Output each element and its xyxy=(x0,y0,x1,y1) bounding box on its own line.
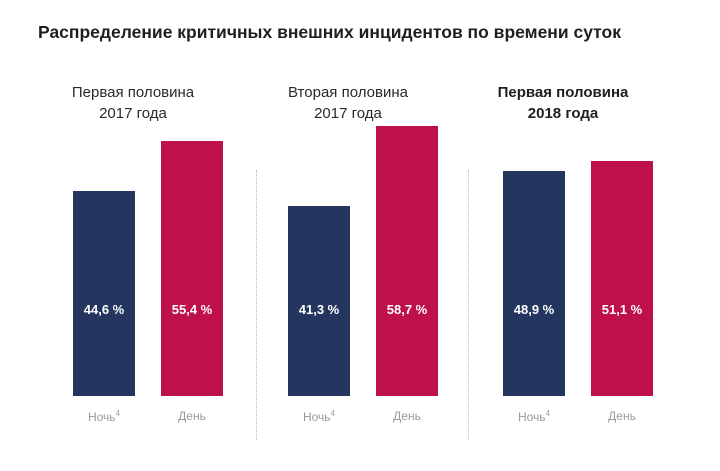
bar-value-label: 55,4 % xyxy=(171,302,213,317)
bar-night-group-2: 41,3 % xyxy=(288,206,350,396)
category-label: День xyxy=(393,409,421,423)
group-title-line: Первая половина xyxy=(71,84,195,101)
group-title-line: 2017 года xyxy=(99,105,167,122)
bar-value-label: 44,6 % xyxy=(83,302,125,317)
chart-title: Распределение критичных внешних инцидент… xyxy=(38,22,621,42)
bar-value-label: 48,9 % xyxy=(513,302,555,317)
category-label: Ночь4 xyxy=(87,409,121,424)
footnote-marker: 4 xyxy=(115,409,121,418)
bar-night-group-1: 44,6 % xyxy=(73,190,135,396)
category-label: День xyxy=(178,409,206,423)
group-title-h1-2018: Первая половина 2018 года xyxy=(468,82,658,124)
bar-value-label: 51,1 % xyxy=(601,302,643,317)
footnote-marker: 4 xyxy=(330,409,336,418)
group-divider xyxy=(256,170,257,440)
bar-day-group-3: 51,1 % xyxy=(591,160,653,396)
bar-night-group-3: 48,9 % xyxy=(503,171,565,396)
bar-day-group-2: 58,7 % xyxy=(376,125,438,396)
category-label: День xyxy=(608,409,636,423)
bar-day-group-1: 55,4 % xyxy=(161,141,223,396)
group-title-line: 2018 года xyxy=(527,105,599,122)
group-divider xyxy=(468,170,469,440)
category-label: Ночь4 xyxy=(517,409,551,424)
bar-value-label: 41,3 % xyxy=(298,302,340,317)
group-title-line: Вторая половина xyxy=(288,84,408,101)
group-title-h1-2017: Первая половина 2017 года xyxy=(38,82,228,124)
bar-value-label: 58,7 % xyxy=(386,302,428,317)
group-title-h2-2017: Вторая половина 2017 года xyxy=(253,82,443,124)
group-title-line: 2017 года xyxy=(314,105,382,122)
group-title-line: Первая половина xyxy=(497,84,629,101)
footnote-marker: 4 xyxy=(545,409,551,418)
category-label: Ночь4 xyxy=(302,409,336,424)
